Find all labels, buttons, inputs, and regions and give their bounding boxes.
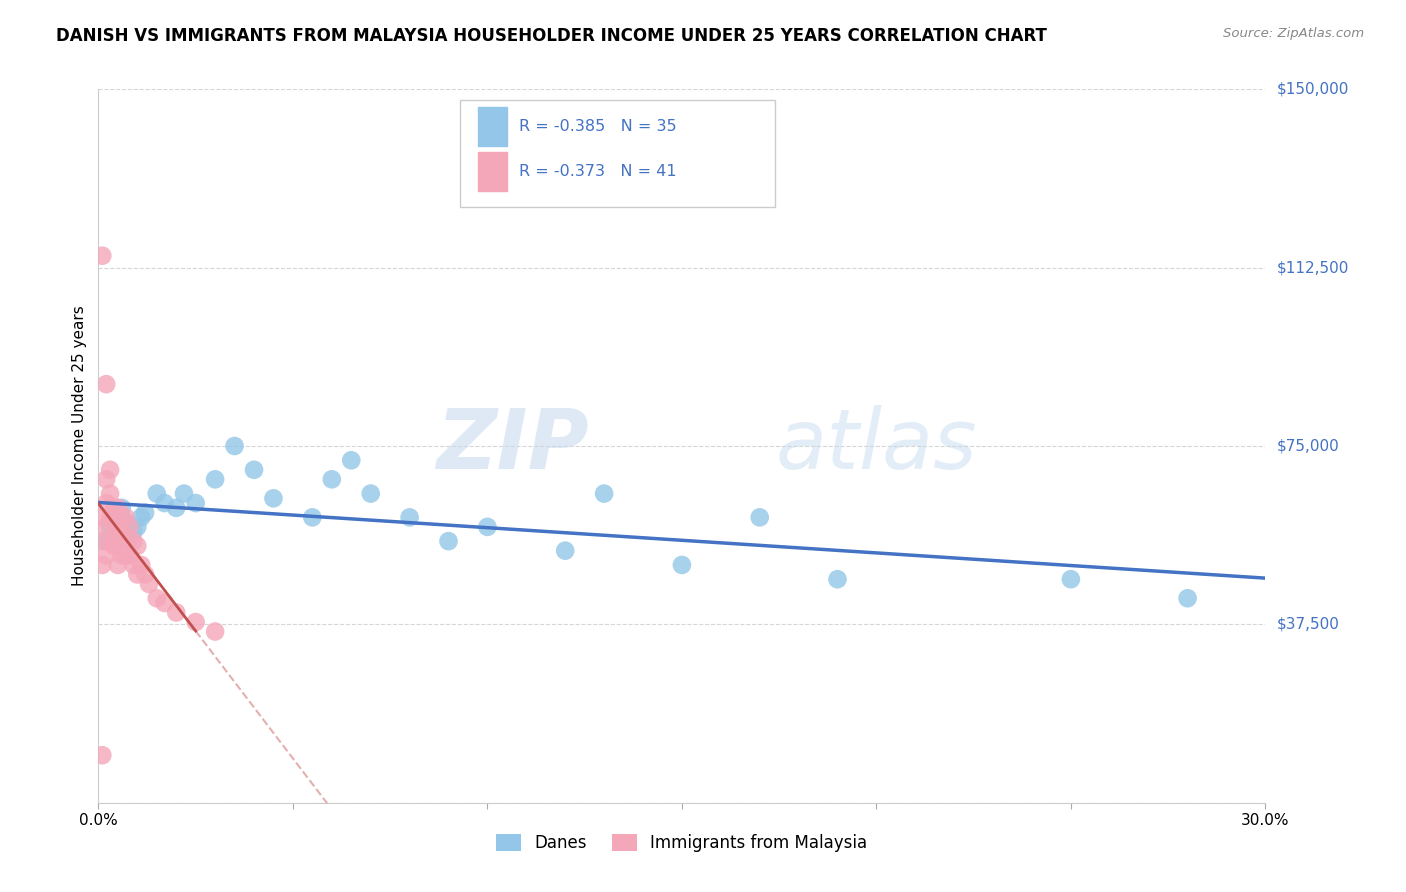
Point (671, 558, 693, 572)
Point (127, 520, 149, 534)
Point (301, 510, 323, 524)
Point (107, 558, 129, 572)
Point (114, 534, 136, 549)
Point (243, 463, 266, 477)
Point (321, 472, 343, 486)
Point (107, 539, 129, 553)
FancyBboxPatch shape (460, 100, 775, 207)
Point (111, 500, 134, 515)
Point (153, 596, 176, 610)
Point (118, 520, 141, 534)
Point (96, 377, 118, 392)
Point (437, 534, 460, 549)
Point (129, 558, 152, 572)
Point (118, 529, 141, 543)
Point (91, 249, 114, 263)
Point (184, 496, 207, 510)
Point (146, 486, 169, 500)
Point (146, 591, 169, 606)
Text: $37,500: $37,500 (1277, 617, 1340, 632)
Point (114, 549, 136, 563)
FancyBboxPatch shape (478, 107, 508, 146)
Point (184, 615, 207, 629)
Point (107, 500, 129, 515)
Point (96, 534, 118, 549)
FancyBboxPatch shape (478, 152, 508, 191)
Point (165, 606, 187, 620)
Point (111, 549, 134, 563)
Point (173, 486, 195, 500)
Point (262, 491, 284, 506)
Point (103, 520, 125, 534)
Point (96, 549, 118, 563)
Y-axis label: Householder Income Under 25 years: Householder Income Under 25 years (72, 306, 87, 586)
Text: ZIP: ZIP (436, 406, 589, 486)
Point (114, 515, 136, 529)
Text: $75,000: $75,000 (1277, 439, 1340, 453)
Point (98, 510, 121, 524)
Point (748, 510, 770, 524)
Point (360, 486, 382, 500)
Point (204, 624, 226, 639)
Point (114, 529, 136, 543)
Text: DANISH VS IMMIGRANTS FROM MALAYSIA HOUSEHOLDER INCOME UNDER 25 YEARS CORRELATION: DANISH VS IMMIGRANTS FROM MALAYSIA HOUSE… (56, 27, 1047, 45)
Point (398, 510, 420, 524)
Point (98, 534, 121, 549)
Point (827, 572, 849, 586)
Point (554, 543, 576, 558)
Point (134, 567, 156, 582)
Point (122, 534, 145, 549)
Text: atlas: atlas (775, 406, 977, 486)
Legend: Danes, Immigrants from Malaysia: Danes, Immigrants from Malaysia (489, 827, 875, 859)
Point (127, 567, 149, 582)
Point (165, 500, 187, 515)
Point (111, 529, 134, 543)
Point (103, 500, 125, 515)
Point (91, 510, 114, 524)
Point (134, 506, 156, 520)
Point (127, 539, 149, 553)
Point (129, 510, 152, 524)
Point (98, 520, 121, 534)
Point (340, 453, 363, 467)
Point (138, 577, 160, 591)
Point (153, 496, 176, 510)
Point (98, 463, 121, 477)
Point (96, 520, 118, 534)
Point (593, 486, 616, 500)
Point (107, 524, 129, 539)
Point (1060, 572, 1083, 586)
Point (114, 510, 136, 524)
Point (98, 486, 121, 500)
Text: $150,000: $150,000 (1277, 82, 1348, 96)
Point (1177, 591, 1199, 606)
Point (107, 520, 129, 534)
Point (103, 539, 125, 553)
Point (122, 558, 145, 572)
Text: R = -0.373   N = 41: R = -0.373 N = 41 (519, 164, 676, 178)
Point (91, 748, 114, 763)
Point (122, 524, 145, 539)
Point (111, 510, 134, 524)
Text: R = -0.385   N = 35: R = -0.385 N = 35 (519, 119, 676, 134)
Point (118, 549, 141, 563)
Point (91, 534, 114, 549)
Text: Source: ZipAtlas.com: Source: ZipAtlas.com (1223, 27, 1364, 40)
Point (91, 558, 114, 572)
Point (96, 496, 118, 510)
Text: $112,500: $112,500 (1277, 260, 1348, 275)
Point (224, 439, 246, 453)
Point (103, 510, 125, 524)
Point (204, 472, 226, 486)
Point (477, 520, 499, 534)
Point (96, 472, 118, 486)
